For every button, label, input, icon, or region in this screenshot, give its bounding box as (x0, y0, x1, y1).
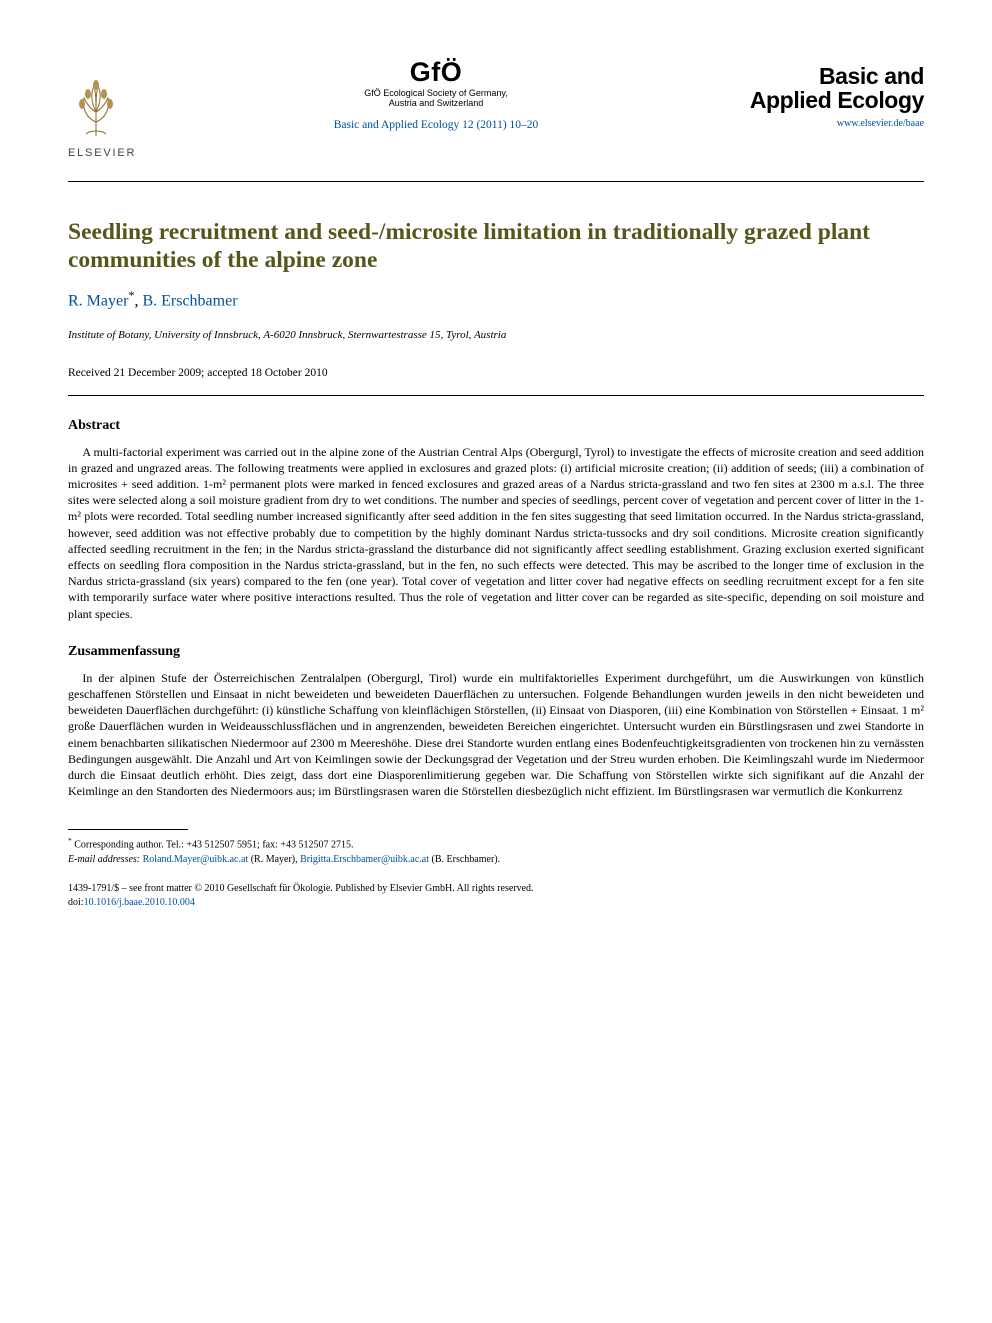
abstract-heading: Abstract (68, 418, 924, 434)
email-link-2[interactable]: Brigitta.Erschbamer@uibk.ac.at (300, 854, 429, 865)
zusammenfassung-text: In der alpinen Stufe der Österreichische… (68, 670, 924, 800)
header-rule (68, 181, 924, 182)
email-who-1: (R. Mayer), (248, 854, 300, 865)
zusammenfassung-heading: Zusammenfassung (68, 644, 924, 660)
footnote-marker: * (68, 836, 72, 845)
journal-name-line2: Applied Ecology (750, 87, 924, 113)
journal-header: ELSEVIER GfÖ GfÖ Ecological Society of G… (68, 60, 924, 159)
article-title: Seedling recruitment and seed-/microsite… (68, 218, 924, 274)
journal-name: Basic and Applied Ecology (694, 64, 924, 112)
email-who-2: (B. Erschbamer). (429, 854, 500, 865)
copyright-line: 1439-1791/$ – see front matter © 2010 Ge… (68, 883, 534, 894)
gfo-logo: GfÖ (198, 60, 674, 86)
journal-citation[interactable]: Basic and Applied Ecology 12 (2011) 10–2… (198, 119, 674, 131)
email-link-1[interactable]: Roland.Mayer@uibk.ac.at (143, 854, 249, 865)
corresponding-author-footnote: * Corresponding author. Tel.: +43 512507… (68, 836, 924, 867)
abstract-text: A multi-factorial experiment was carried… (68, 444, 924, 622)
gfo-sub-line2: Austria and Switzerland (389, 98, 484, 108)
journal-url[interactable]: www.elsevier.de/baae (694, 118, 924, 129)
copyright-block: 1439-1791/$ – see front matter © 2010 Ge… (68, 882, 924, 910)
affiliation: Institute of Botany, University of Innsb… (68, 329, 924, 341)
society-block: GfÖ GfÖ Ecological Society of Germany, A… (178, 60, 694, 131)
author-link-1[interactable]: R. Mayer (68, 293, 128, 310)
article-dates: Received 21 December 2009; accepted 18 O… (68, 367, 924, 379)
journal-name-line1: Basic and (819, 63, 924, 89)
journal-title-block: Basic and Applied Ecology www.elsevier.d… (694, 60, 924, 129)
footnote-rule (68, 829, 188, 830)
author-2-name: B. Erschbamer (142, 293, 237, 310)
elsevier-label: ELSEVIER (68, 147, 178, 159)
corr-author-text: Corresponding author. Tel.: +43 512507 5… (74, 840, 353, 851)
author-link-2[interactable]: B. Erschbamer (142, 293, 237, 310)
authors-line: R. Mayer*, B. Erschbamer (68, 288, 924, 310)
doi-label: doi: (68, 897, 84, 908)
email-label: E-mail addresses: (68, 854, 140, 865)
gfo-sub-line1: GfÖ Ecological Society of Germany, (364, 88, 507, 98)
dates-rule (68, 395, 924, 396)
author-1-name: R. Mayer (68, 293, 128, 310)
doi-link[interactable]: 10.1016/j.baae.2010.10.004 (84, 897, 195, 908)
elsevier-tree-icon (68, 78, 124, 140)
gfo-subtitle: GfÖ Ecological Society of Germany, Austr… (198, 88, 674, 110)
publisher-block: ELSEVIER (68, 60, 178, 159)
